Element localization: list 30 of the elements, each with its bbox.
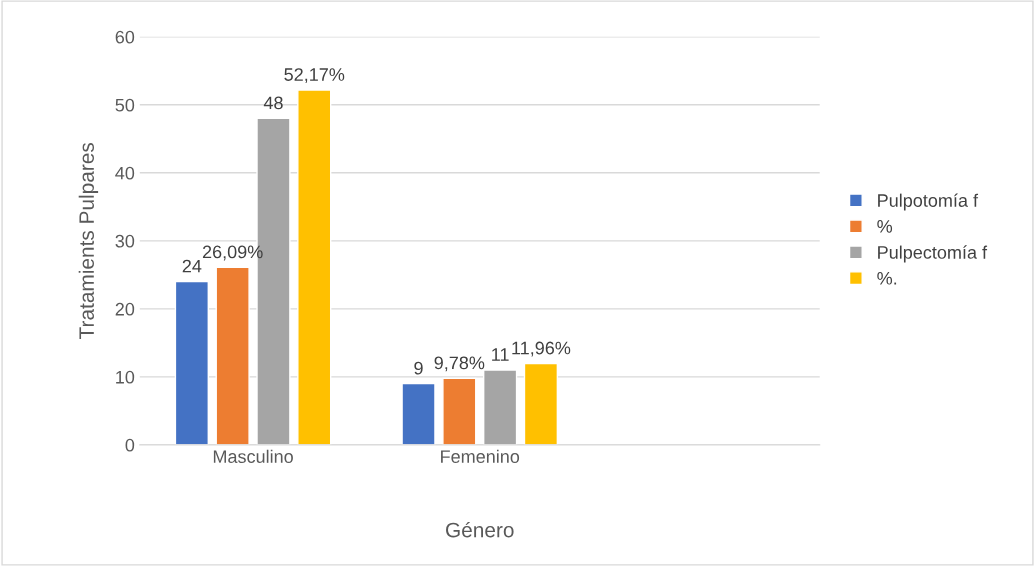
bar [482,369,518,445]
bar [442,377,477,445]
bar [215,266,250,445]
y-tick-label: 40 [115,166,135,180]
legend-label: Pulpotomía f [878,193,979,211]
legend-label: %. [877,271,897,285]
y-tick-label: 60 [115,30,135,44]
x-axis-title: Género [446,521,514,538]
data-label: 11 [492,348,509,361]
bar [523,362,559,445]
data-label: 48 [263,96,283,110]
data-label: 9,78% [434,356,485,372]
bar [174,280,209,445]
data-label: 26,09% [202,245,263,261]
y-axis-title: Tratamients Pulpares [78,142,99,339]
data-label: 24 [182,259,202,273]
bar [401,382,436,445]
bar [297,89,332,445]
data-label: 11,96% [512,341,571,357]
y-tick-label: 50 [115,98,135,112]
data-label: 9 [414,361,423,375]
x-tick-label: Masculino [213,449,293,463]
legend-label: Pulpectomía f [878,245,988,263]
x-tick-label: Femenino [441,449,520,463]
y-tick-label: 30 [115,234,135,248]
y-tick-label: 20 [115,302,135,316]
y-tick-label: 0 [125,438,135,452]
data-label: 52,17% [284,68,345,84]
y-tick-label: 10 [116,370,135,384]
legend-label: % [877,220,893,233]
